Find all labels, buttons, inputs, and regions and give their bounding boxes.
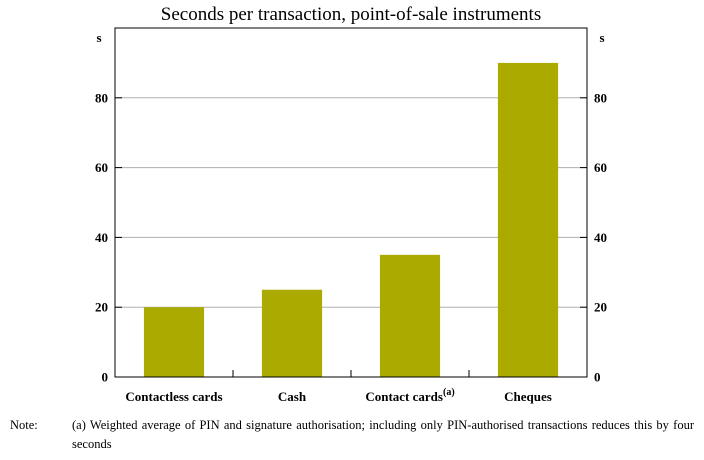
y-tick-label-left: 0 <box>102 370 109 385</box>
category-label: Contact cards <box>365 389 443 404</box>
bar-cash <box>261 289 323 377</box>
y-tick-label-right: 60 <box>594 160 607 175</box>
x-tick-label: Cheques <box>504 389 552 404</box>
bar-cheques <box>497 62 559 378</box>
axis-ticks <box>115 97 587 378</box>
bars <box>143 62 559 378</box>
category-label: Contactless cards <box>125 389 222 404</box>
chart-title: Seconds per transaction, point-of-sale i… <box>161 4 541 25</box>
y-tick-label-left: 20 <box>95 300 108 315</box>
y-tick-label-left: 60 <box>95 160 108 175</box>
x-tick-label: Cash <box>278 389 307 404</box>
y-tick-label-right: 0 <box>594 370 601 385</box>
y-tick-label-left: 80 <box>95 90 108 105</box>
y-tick-labels: 0 0 20 20 40 40 60 60 80 80 <box>95 90 607 384</box>
note-label: Note: <box>10 418 38 432</box>
y-tick-label-right: 80 <box>594 90 607 105</box>
x-tick-label: Contact cards(a) <box>365 387 454 404</box>
x-tick-labels: Contactless cards Cash Contact cards(a) Che… <box>125 387 551 404</box>
y-axis-unit-left: s <box>96 30 101 45</box>
bar-contact-cards <box>379 254 441 377</box>
y-tick-label-left: 40 <box>95 230 108 245</box>
bar-contactless-cards <box>143 307 205 377</box>
chart: Seconds per transaction, point-of-sale i… <box>95 4 607 404</box>
category-footnote-marker: (a) <box>443 387 455 398</box>
y-axis-unit-right: s <box>599 30 604 45</box>
y-tick-label-right: 40 <box>594 230 607 245</box>
y-tick-label-right: 20 <box>594 300 607 315</box>
x-tick-label: Contactless cards <box>125 389 222 404</box>
category-label: Cash <box>278 389 307 404</box>
category-label: Cheques <box>504 389 552 404</box>
note-text: (a) Weighted average of PIN and signatur… <box>72 418 694 451</box>
